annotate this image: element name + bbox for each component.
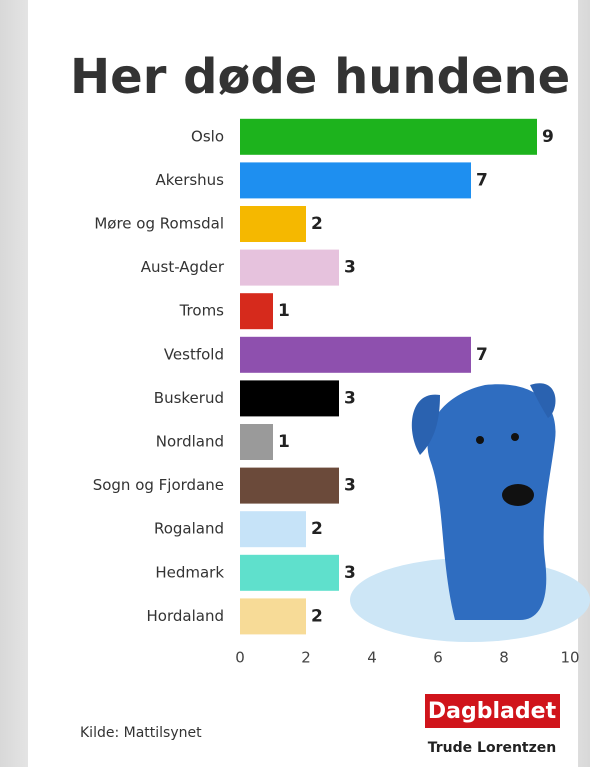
category-label: Hedmark <box>155 563 224 581</box>
bar <box>240 598 306 635</box>
value-label: 2 <box>311 214 323 234</box>
x-tick-label: 2 <box>301 649 311 667</box>
value-label: 3 <box>344 476 356 496</box>
bar <box>240 336 471 373</box>
logo-box <box>425 694 560 728</box>
category-label: Akershus <box>156 171 225 189</box>
category-label: Aust-Agder <box>141 258 225 276</box>
value-label: 1 <box>278 432 290 452</box>
category-label: Sogn og Fjordane <box>93 476 224 494</box>
bar <box>240 380 339 417</box>
value-label: 9 <box>542 127 554 147</box>
bar <box>240 206 306 242</box>
credit: Trude Lorentzen <box>428 740 556 756</box>
dog-illustration <box>350 383 590 642</box>
value-label: 1 <box>278 301 290 321</box>
logo: Dagbladet <box>428 699 557 724</box>
category-label: Rogaland <box>154 520 224 538</box>
bar <box>240 467 339 504</box>
x-tick-label: 4 <box>367 649 377 667</box>
bar <box>240 293 273 330</box>
bar <box>240 162 471 199</box>
value-label: 7 <box>476 345 488 365</box>
source: Kilde: Mattilsynet <box>80 725 202 741</box>
x-tick-label: 0 <box>235 649 245 667</box>
value-label: 3 <box>344 388 356 408</box>
bar <box>240 554 339 591</box>
bar <box>240 249 339 286</box>
bar <box>240 118 537 155</box>
category-label: Oslo <box>191 127 224 145</box>
chart-title: Her døde hundene <box>70 49 570 105</box>
value-label: 3 <box>344 258 356 278</box>
category-label: Buskerud <box>154 389 224 407</box>
value-label: 2 <box>311 606 323 626</box>
bar <box>240 511 306 548</box>
value-label: 2 <box>311 519 323 539</box>
category-label: Vestfold <box>164 345 224 363</box>
x-tick-label: 10 <box>560 649 579 667</box>
value-label: 7 <box>476 170 488 190</box>
category-label: Møre og Romsdal <box>94 215 224 233</box>
value-label: 3 <box>344 563 356 583</box>
category-label: Hordaland <box>147 607 224 625</box>
category-label: Nordland <box>156 433 224 451</box>
x-tick-label: 8 <box>499 649 509 667</box>
category-label: Troms <box>179 302 225 320</box>
x-tick-label: 6 <box>433 649 443 667</box>
bar <box>240 424 273 460</box>
